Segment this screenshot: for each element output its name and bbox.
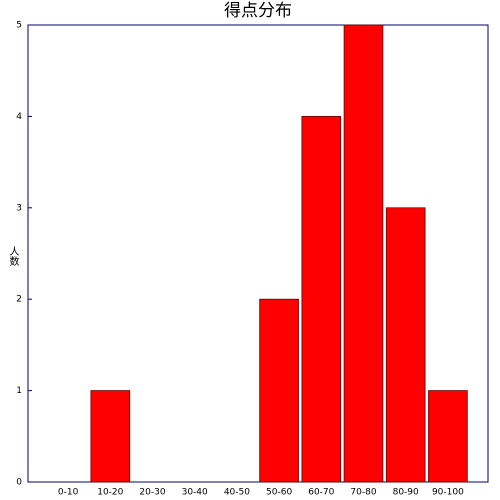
y-tick-label: 4 [16, 112, 22, 122]
bar [301, 116, 342, 483]
bar [385, 207, 426, 483]
chart-title: 得点分布 [224, 1, 292, 21]
x-tick-label: 60-70 [308, 488, 334, 498]
y-axis-label: 人数 [7, 246, 19, 267]
x-tick-label: 70-80 [350, 488, 376, 498]
x-tick-label: 20-30 [139, 488, 165, 498]
y-tick-label: 3 [16, 203, 22, 213]
y-tick-label: 2 [16, 295, 22, 305]
x-tick-label: 30-40 [182, 488, 208, 498]
plot-frame [27, 24, 489, 483]
y-tick-label: 1 [16, 386, 22, 396]
bar [90, 390, 131, 483]
bar [259, 298, 299, 483]
bar [343, 24, 384, 483]
bar [428, 390, 468, 483]
x-tick-label: 90-100 [432, 488, 464, 498]
y-tick-label: 5 [16, 21, 22, 31]
x-tick-label: 80-90 [393, 488, 419, 498]
x-tick-label: 40-50 [224, 488, 250, 498]
y-tick-label: 0 [16, 478, 22, 488]
x-tick-label: 10-20 [97, 488, 123, 498]
x-tick-label: 0-10 [58, 488, 79, 498]
x-tick-label: 50-60 [266, 488, 292, 498]
